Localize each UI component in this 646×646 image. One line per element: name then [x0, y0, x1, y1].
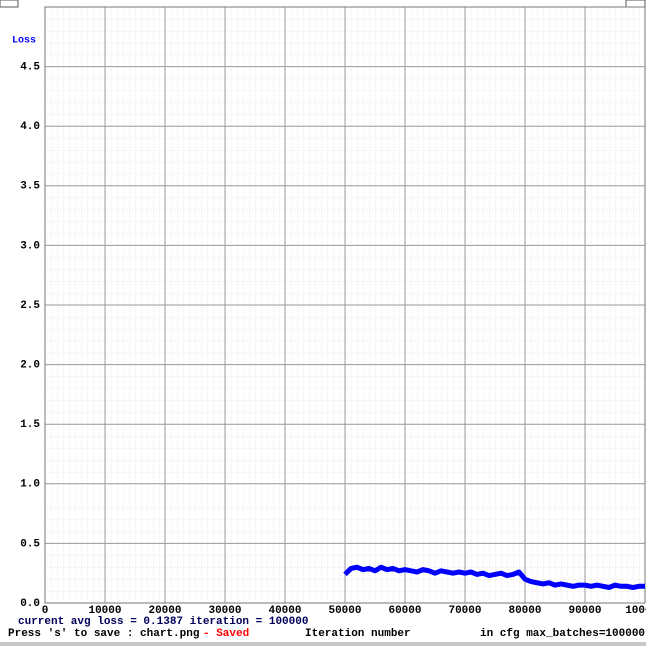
- x-tick-label: 90000: [568, 605, 601, 617]
- x-tick-label: 20000: [148, 605, 181, 617]
- x-tick-label: 60000: [388, 605, 421, 617]
- y-tick-label: 3.0: [20, 240, 40, 252]
- window-corner: [0, 0, 19, 8]
- plot: 0.0 0.5 1.0 1.5 2.0 2.5 3.0 3.5 4.0 4.5 0 10000 2000…: [20, 6, 646, 617]
- window-bottom: [0, 642, 646, 646]
- x-tick-label: 80000: [508, 605, 541, 617]
- y-axis-label: Loss: [12, 36, 36, 47]
- x-axis-label: Iteration number: [305, 628, 411, 640]
- plot-frame: [44, 6, 646, 604]
- x-tick-label: 30000: [208, 605, 241, 617]
- y-tick-label: 4.0: [20, 121, 40, 133]
- y-tick-label: 2.5: [20, 300, 40, 312]
- x-tick-label: 10000: [88, 605, 121, 617]
- y-tick-label: 3.5: [20, 181, 40, 193]
- y-tick-label: 2.0: [20, 360, 40, 372]
- status-text: current avg loss = 0.1387 iteration = 10…: [18, 616, 308, 628]
- x-tick-label: 50000: [328, 605, 361, 617]
- y-tick-label: 4.5: [20, 62, 40, 74]
- loss-line: [343, 564, 645, 591]
- x-tick-label: 70000: [448, 605, 481, 617]
- y-tick-label: 0.5: [20, 538, 40, 550]
- save-state: - Saved: [203, 628, 249, 640]
- y-tick-label: 1.5: [20, 419, 40, 431]
- save-hint: Press 's' to save : chart.png: [8, 628, 199, 640]
- x-tick-label: 40000: [268, 605, 301, 617]
- x-tick-label: 0: [42, 605, 49, 617]
- x-tick-label: 100000: [625, 605, 646, 617]
- y-tick-label: 1.0: [20, 479, 40, 491]
- y-tick-label: 0.0: [20, 598, 40, 610]
- cfg-note: in cfg max_batches=100000: [480, 628, 645, 640]
